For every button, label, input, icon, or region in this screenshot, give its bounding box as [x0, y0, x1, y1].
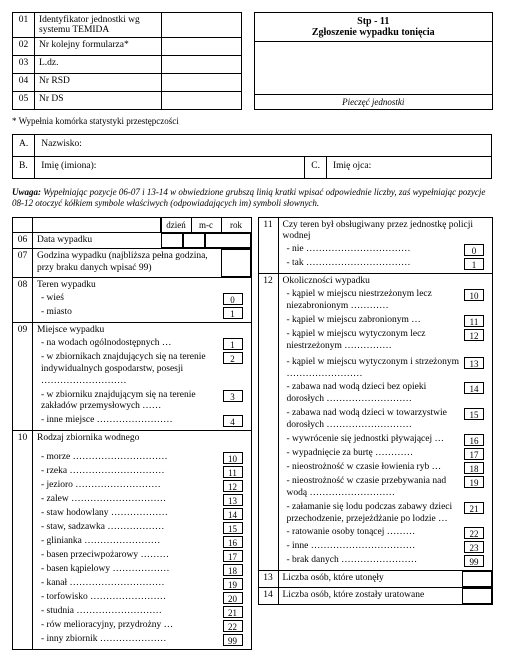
hdr-04-n: 04: [13, 74, 35, 92]
row-08: 08 Teren wypadku - wieś0 - miasto1: [13, 277, 251, 322]
row-13: 13 Liczba osób, które utonęły: [259, 570, 493, 587]
columns: dzień m-c rok 06 Data wypadku 07 Godzina…: [12, 217, 493, 651]
hdr-01-t: Identyfikator jednostki wg systemu TEMID…: [35, 13, 162, 38]
hdr-dzien: dzień: [161, 218, 191, 232]
r08-title: Teren wypadku: [37, 280, 247, 292]
r10-title: Rodzaj zbiornika wodnego: [37, 433, 247, 445]
hdr-05-t: Nr DS: [35, 92, 162, 110]
r09-title: Miejsce wypadku: [37, 325, 247, 337]
name-a-idx: A.: [13, 135, 35, 157]
r08-i0: - wieś: [41, 293, 219, 305]
row-09: 09 Miejsce wypadku - na wodach ogólnodos…: [13, 322, 251, 430]
uwaga-note: Uwaga: Wypełniając pozycje 06-07 i 13-14…: [12, 187, 493, 209]
left-column: dzień m-c rok 06 Data wypadku 07 Godzina…: [12, 217, 252, 651]
row-11: 11 Czy teren był obsługiwany przez jedno…: [259, 218, 493, 274]
header-right: Stp - 11 Zgłoszenie wypadku tonięcia Pie…: [254, 12, 493, 110]
row-07: 07 Godzina wypadku (najbliższa pełna god…: [13, 248, 251, 277]
hdr-02-t: Nr kolejny formularza*: [35, 38, 162, 56]
names-table: A. Nazwisko: B. Imię (imiona): C. Imię o…: [12, 134, 492, 179]
name-c-idx: C.: [305, 157, 327, 179]
hdr-04-t: Nr RSD: [35, 74, 162, 92]
row-12: 12 Okoliczności wypadku - kąpiel w miejs…: [259, 273, 493, 570]
date-header-row: dzień m-c rok: [13, 218, 251, 232]
hdr-03-t: L.dz.: [35, 56, 162, 74]
row-14: 14 Liczba osób, które zostały uratowane: [259, 587, 493, 604]
hdr-05-n: 05: [13, 92, 35, 110]
uwaga-text: Wypełniając pozycje 06-07 i 13-14 w obwi…: [12, 187, 485, 208]
r08-i1: - miasto: [41, 307, 219, 319]
name-a-lbl: Nazwisko:: [35, 135, 492, 157]
form-code: Stp - 11: [357, 16, 389, 27]
r11-title: Czy teren był obsługiwany przez jednostk…: [283, 220, 489, 244]
row-10: 10 Rodzaj zbiornika wodnego - morze ……………: [13, 430, 251, 649]
row-06: 06 Data wypadku: [13, 232, 251, 249]
right-column: 11 Czy teren był obsługiwany przez jedno…: [258, 217, 494, 606]
name-c-lbl: Imię ojca:: [326, 157, 491, 179]
hdr-mc: m-c: [191, 218, 221, 232]
hdr-01-n: 01: [13, 13, 35, 38]
form-title: Zgłoszenie wypadku tonięcia: [312, 27, 435, 38]
header-left-table: 01Identyfikator jednostki wg systemu TEM…: [12, 12, 242, 110]
hdr-rok: rok: [221, 218, 251, 232]
hdr-02-n: 02: [13, 38, 35, 56]
footnote: * Wypełnia komórka statystyki przestępcz…: [12, 116, 493, 126]
r12-title: Okoliczności wypadku: [283, 276, 489, 288]
header: 01Identyfikator jednostki wg systemu TEM…: [12, 12, 493, 110]
name-b-idx: B.: [13, 157, 35, 179]
hdr-03-n: 03: [13, 56, 35, 74]
stamp-label: Pieczęć jednostki: [255, 94, 492, 109]
name-b-lbl: Imię (imiona):: [35, 157, 305, 179]
